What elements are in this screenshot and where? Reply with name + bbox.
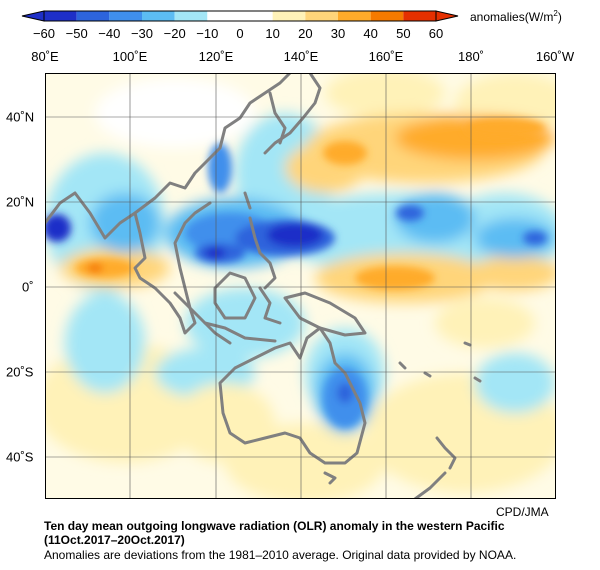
- figure-period: (11Oct.2017–20Oct.2017): [44, 533, 185, 547]
- colorbar-tick-label: −40: [98, 26, 121, 41]
- colorbar-cells: [44, 11, 436, 21]
- coast-japan: [263, 73, 322, 155]
- colorbar-tick-label: 60: [428, 26, 444, 41]
- colorbar-cell: [76, 11, 110, 21]
- coast-tasmania: [323, 471, 337, 485]
- lat-label-20s: 20˚S: [6, 364, 34, 380]
- coast-indochina: [133, 201, 212, 335]
- colorbar-cell: [207, 11, 240, 21]
- coast-java: [203, 321, 277, 343]
- lat-label-20n: 20˚N: [6, 194, 35, 210]
- colorbar-tick-label: −20: [163, 26, 186, 41]
- colorbar-cell: [174, 11, 208, 21]
- colorbar-tick-label: 30: [330, 26, 346, 41]
- lon-label-120e: 120˚E: [198, 49, 234, 64]
- coastlines: [45, 73, 482, 499]
- map-frame: [45, 73, 556, 499]
- coast-pacific-islands: [398, 341, 482, 383]
- coast-borneo: [213, 271, 257, 320]
- figure-title: Ten day mean outgoing longwave radiation…: [44, 519, 505, 533]
- coast-new-zealand-north: [435, 436, 457, 470]
- lon-label-140e: 140˚E: [283, 49, 319, 64]
- lon-label-180: 180˚: [457, 49, 485, 64]
- anomaly-field-cores: [45, 118, 547, 428]
- coast-korea: [268, 91, 287, 145]
- colorbar-cell: [338, 11, 371, 21]
- lon-label-160w: 160˚W: [535, 49, 575, 64]
- lon-label-80e: 80˚E: [31, 49, 59, 64]
- colorbar-frame: [43, 10, 437, 22]
- colorbar: [21, 10, 459, 22]
- coast-sulawesi: [258, 286, 282, 325]
- credit: CPD/JMA: [496, 505, 549, 519]
- olr-anomaly-map: [45, 73, 556, 499]
- colorbar-cell: [272, 11, 306, 21]
- colorbar-right-arrow: [435, 10, 459, 22]
- colorbar-tick-label: −60: [32, 26, 56, 41]
- figure-note: Anomalies are deviations from the 1981–2…: [44, 548, 517, 562]
- lon-label-100e: 100˚E: [112, 49, 148, 64]
- colorbar-tick-label: 40: [363, 26, 378, 41]
- colorbar-tick-label: 0: [236, 26, 244, 41]
- colorbar-cell: [142, 11, 175, 21]
- coast-philippines: [248, 216, 277, 290]
- colorbar-cell: [44, 11, 77, 21]
- colorbar-cell: [370, 11, 404, 21]
- colorbar-tick-label: −30: [130, 26, 154, 41]
- colorbar-cell: [240, 11, 273, 21]
- colorbar-tick-label: 20: [298, 26, 313, 41]
- coast-asia-mainland: [45, 73, 292, 240]
- colorbar-tick-label: −50: [65, 26, 88, 41]
- unit-label: anomalies(W/m2): [470, 9, 562, 24]
- coast-australia: [218, 326, 367, 465]
- graticule: [45, 73, 556, 499]
- coast-new-zealand-south: [413, 471, 447, 499]
- coast-taiwan: [243, 191, 252, 210]
- colorbar-cell: [305, 11, 338, 21]
- colorbar-tick-label: 10: [265, 26, 280, 41]
- lat-label-eq: 0˚: [22, 279, 34, 295]
- lon-label-160e: 160˚E: [368, 49, 404, 64]
- colorbar-tick-label: 50: [396, 26, 411, 41]
- colorbar-tick-label: −10: [196, 26, 219, 41]
- colorbar-left-arrow: [21, 10, 45, 22]
- colorbar-cell: [109, 11, 142, 21]
- lat-label-40n: 40˚N: [6, 109, 35, 125]
- colorbar-cell: [403, 11, 436, 21]
- coast-new-guinea: [283, 291, 367, 337]
- lat-label-40s: 40˚S: [6, 449, 34, 465]
